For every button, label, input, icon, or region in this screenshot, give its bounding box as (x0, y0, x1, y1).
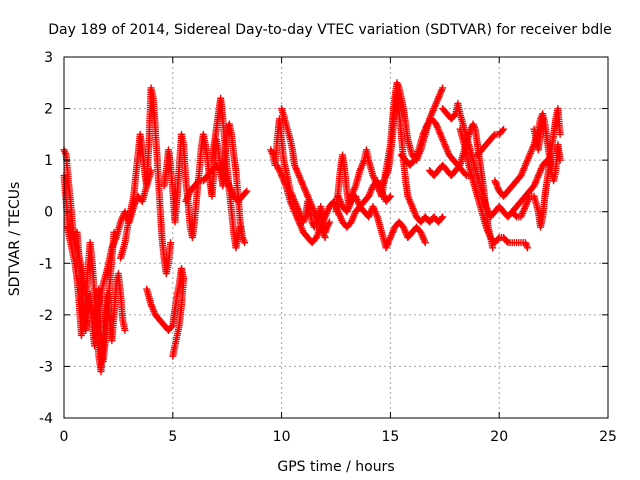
data-point-marker (421, 239, 429, 247)
y-tick-label: 0 (44, 205, 53, 221)
data-point-marker (439, 213, 447, 221)
data-point-marker (242, 188, 250, 196)
y-tick-label: -2 (39, 308, 53, 324)
y-tick-label: -3 (39, 359, 53, 375)
data-point-marker (439, 84, 447, 92)
data-point-marker (194, 178, 202, 186)
data-point-marker (512, 212, 520, 220)
x-axis-label: GPS time / hours (277, 459, 394, 475)
data-point-marker (523, 244, 531, 252)
data-point-marker (236, 223, 244, 231)
x-tick-label: 5 (168, 429, 177, 445)
data-point-marker (438, 214, 446, 222)
data-markers (60, 79, 564, 376)
plot-frame (63, 56, 609, 419)
x-tick-label: 0 (60, 429, 69, 445)
y-tick-label: 3 (44, 50, 53, 66)
data-point-marker (169, 352, 177, 360)
y-axis-label: SDTVAR / TECUs (7, 182, 23, 297)
data-point-marker (455, 163, 463, 171)
chart-title: Day 189 of 2014, Sidereal Day-to-day VTE… (48, 22, 612, 38)
data-point-marker (556, 130, 564, 138)
data-point-marker (121, 326, 129, 334)
x-tick-label: 10 (273, 429, 291, 445)
data-point-marker (385, 194, 393, 202)
x-tick-label: 15 (381, 429, 399, 445)
data-point-marker (325, 218, 333, 226)
data-point-marker (168, 322, 176, 330)
x-tick-label: 20 (490, 429, 508, 445)
data-point-marker (500, 125, 508, 133)
data-point-marker (451, 111, 459, 119)
data-point-marker (321, 234, 329, 241)
x-tick-label: 25 (599, 429, 617, 445)
y-tick-label: -4 (39, 411, 53, 427)
data-point-marker (498, 126, 506, 134)
data-point-marker (167, 239, 175, 247)
data-point-marker (386, 192, 394, 200)
data-point-marker (489, 244, 497, 252)
y-tick-label: 2 (44, 102, 53, 118)
data-point-marker (556, 156, 564, 164)
data-point-marker (243, 187, 251, 195)
data-point-marker (494, 235, 502, 243)
data-point-marker (490, 132, 498, 140)
data-point-marker (539, 115, 547, 123)
y-tick-label: -1 (39, 256, 53, 272)
axis-ticks: 0 5 10 15 20 25 -4 -3 -2 -1 0 1 2 3 (39, 50, 617, 445)
data-point-marker (461, 170, 469, 178)
y-tick-label: 1 (44, 153, 53, 169)
data-point-marker (241, 239, 249, 247)
data-point-marker (503, 237, 511, 245)
